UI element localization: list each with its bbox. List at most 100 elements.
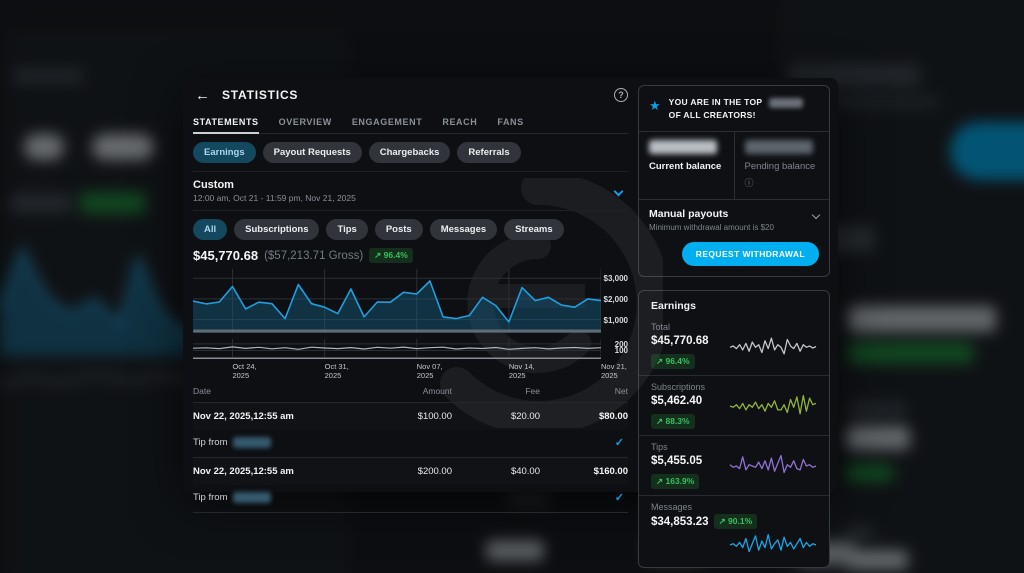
earnings-chart: $3,000$2,000$1,000200100Oct 24,2025Oct 3…	[193, 269, 628, 381]
gross-total: ($57,213.71 Gross)	[264, 250, 363, 262]
main-chart-svg	[193, 269, 601, 333]
tab-statements[interactable]: STATEMENTS	[193, 110, 259, 133]
date-range-selector[interactable]: Custom 12:00 am, Oct 21 - 11:59 pm, Nov …	[193, 172, 628, 211]
x-axis-label: Nov 14,2025	[509, 362, 535, 380]
earnings-list: Total $45,770.68 ↗ 96.4% Subscriptions $5,46…	[639, 316, 829, 567]
cell-amount: $100.00	[360, 411, 452, 422]
table-row[interactable]: Nov 22, 2025,12:55 am$100.00$20.00$80.00	[193, 403, 628, 430]
tab-bar: STATEMENTS OVERVIEW ENGAGEMENT REACH FANS	[193, 110, 628, 134]
star-icon: ★	[649, 99, 661, 122]
earnings-item-label: Total	[651, 322, 709, 332]
earnings-title: Earnings	[639, 291, 829, 316]
chevron-down-icon[interactable]	[614, 186, 624, 196]
manual-payouts-title: Manual payouts	[649, 208, 774, 220]
cell-amount: $200.00	[360, 466, 452, 477]
earnings-card: Earnings Total $45,770.68 ↗ 96.4% Subscript…	[638, 290, 830, 568]
change-badge: ↗ 96.4%	[369, 248, 413, 263]
filter-chargebacks[interactable]: Chargebacks	[369, 142, 451, 163]
filter-payout-requests[interactable]: Payout Requests	[263, 142, 362, 163]
category-row: All Subscriptions Tips Posts Messages Streams	[193, 211, 628, 246]
category-all[interactable]: All	[193, 219, 227, 240]
table-row[interactable]: Nov 22, 2025,12:55 am$200.00$40.00$160.0…	[193, 458, 628, 485]
redacted-percent	[769, 98, 803, 108]
date-range-detail: 12:00 am, Oct 21 - 11:59 pm, Nov 21, 202…	[193, 193, 356, 203]
redacted-pending-balance	[745, 140, 813, 154]
request-withdrawal-button[interactable]: REQUEST WITHDRAWAL	[682, 242, 819, 266]
min-withdrawal-note: Minimum withdrawal amount is $20	[649, 223, 774, 232]
redacted-username	[233, 492, 271, 503]
sparkline-total	[729, 330, 817, 362]
earnings-item-label: Subscriptions	[651, 382, 705, 392]
earnings-item-value: $34,853.23	[651, 516, 709, 528]
earnings-item-info: $34,853.23 ↗ 90.1%	[651, 514, 757, 529]
mini-chart-svg	[193, 339, 601, 359]
tab-fans[interactable]: FANS	[497, 110, 523, 133]
cell-fee: $20.00	[452, 411, 540, 422]
balance-card: ★ YOU ARE IN THE TOP OF ALL CREATORS! Cu…	[638, 85, 830, 277]
table-row-description: Tip from✓	[193, 485, 628, 513]
date-range-label: Custom	[193, 179, 356, 191]
category-tips[interactable]: Tips	[326, 219, 367, 240]
description-text: Tip from	[193, 492, 227, 503]
net-total: $45,770.68	[193, 248, 258, 263]
earnings-item-value: $5,462.40	[651, 395, 705, 407]
earnings-change-badge: ↗ 96.4%	[651, 354, 695, 369]
sparkline-subscriptions	[729, 390, 817, 422]
earnings-change-badge: ↗ 163.9%	[651, 474, 699, 489]
pending-balance-label: Pending balance	[745, 161, 820, 172]
page: ← STATISTICS ? STATEMENTS OVERVIEW ENGAGEM…	[0, 0, 1024, 573]
x-axis-label: Oct 24,2025	[232, 362, 256, 380]
manual-payouts-section: Manual payouts Minimum withdrawal amount…	[639, 200, 829, 276]
col-net: Net	[540, 386, 628, 396]
description-text: Tip from	[193, 437, 227, 448]
earnings-item-subscriptions: Subscriptions $5,462.40 ↗ 88.3%	[639, 375, 829, 435]
sparkline-messages	[729, 529, 817, 561]
page-title: STATISTICS	[222, 88, 298, 102]
y-axis-label: $3,000	[594, 274, 628, 283]
table-header: Date Amount Fee Net	[193, 381, 628, 403]
tab-reach[interactable]: REACH	[442, 110, 477, 133]
x-axis-label: Nov 07,2025	[417, 362, 443, 380]
cell-fee: $40.00	[452, 466, 540, 477]
back-icon[interactable]: ←	[195, 87, 210, 104]
tab-overview[interactable]: OVERVIEW	[279, 110, 332, 133]
earnings-change-badge: ↗ 88.3%	[651, 414, 695, 429]
cell-net: $80.00	[540, 411, 628, 422]
earnings-item-info: Tips $5,455.05 ↗ 163.9%	[651, 442, 702, 489]
earnings-item-info: Subscriptions $5,462.40 ↗ 88.3%	[651, 382, 705, 429]
help-icon[interactable]: ?	[614, 88, 628, 102]
redacted-username	[233, 437, 271, 448]
x-axis-label: Oct 31,2025	[325, 362, 349, 380]
earnings-item-total: Total $45,770.68 ↗ 96.4%	[639, 316, 829, 375]
cell-net: $160.00	[540, 466, 628, 477]
table-body: Nov 22, 2025,12:55 am$100.00$20.00$80.00…	[193, 403, 628, 513]
earnings-item-value: $5,455.05	[651, 455, 702, 467]
table-row-description: Tip from ✓	[193, 430, 628, 458]
info-icon[interactable]: ⓘ	[745, 176, 820, 189]
category-messages[interactable]: Messages	[430, 219, 497, 240]
y-axis-label: $2,000	[594, 295, 628, 304]
chevron-down-icon[interactable]	[812, 211, 820, 219]
y-axis-label: $1,000	[594, 316, 628, 325]
top-creators-text: YOU ARE IN THE TOP OF ALL CREATORS!	[669, 96, 819, 122]
check-icon: ✓	[615, 436, 624, 449]
balance-column: ★ YOU ARE IN THE TOP OF ALL CREATORS! Cu…	[638, 78, 838, 492]
earnings-item-label: Tips	[651, 442, 702, 452]
filter-earnings[interactable]: Earnings	[193, 142, 256, 163]
filter-row: Earnings Payout Requests Chargebacks Referr…	[193, 134, 628, 172]
earnings-change-badge: ↗ 90.1%	[714, 514, 758, 529]
earnings-item-value: $45,770.68	[651, 335, 709, 347]
category-posts[interactable]: Posts	[375, 219, 423, 240]
earnings-item-label: Messages	[651, 502, 817, 512]
current-balance-label: Current balance	[649, 161, 724, 172]
category-streams[interactable]: Streams	[504, 219, 564, 240]
category-subscriptions[interactable]: Subscriptions	[234, 219, 319, 240]
y-axis-label: 100	[594, 346, 628, 355]
x-axis-label: Nov 21,2025	[601, 362, 627, 380]
pending-balance: Pending balance ⓘ	[734, 132, 830, 199]
cell-date: Nov 22, 2025,12:55 am	[193, 466, 360, 477]
sparkline-tips	[729, 450, 817, 482]
filter-referrals[interactable]: Referrals	[457, 142, 520, 163]
tab-engagement[interactable]: ENGAGEMENT	[352, 110, 423, 133]
col-amount: Amount	[360, 386, 452, 396]
